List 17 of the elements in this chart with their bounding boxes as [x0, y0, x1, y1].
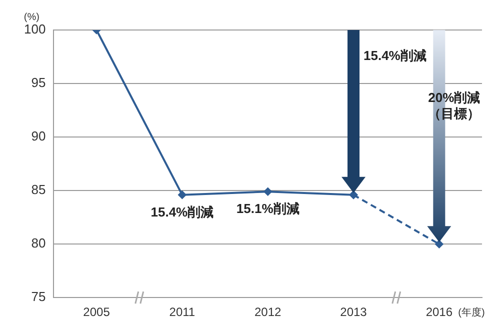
x-axis-title: (年度)	[458, 306, 485, 319]
y-axis-title: (%)	[24, 12, 40, 23]
x-tick-label: 2013	[340, 305, 368, 320]
annotation: 15.4%削減	[150, 204, 214, 220]
y-tick-label: 90	[31, 128, 46, 144]
annotation: 15.1%削減	[236, 201, 300, 216]
annotation: 20%削減（目標）	[427, 90, 482, 122]
x-tick-label: 2012	[254, 305, 282, 320]
y-tick-label: 85	[31, 182, 46, 198]
y-tick-label: 75	[31, 289, 46, 304]
y-tick-label: 80	[31, 236, 46, 251]
annotation: 15.4%削減	[364, 48, 426, 64]
y-tick-label: 95	[31, 75, 46, 90]
x-tick-label: 2016	[426, 305, 453, 320]
y-tick-label: 100	[24, 22, 46, 37]
x-tick-label: 2011	[169, 305, 196, 320]
x-tick-label: 2005	[83, 305, 110, 320]
